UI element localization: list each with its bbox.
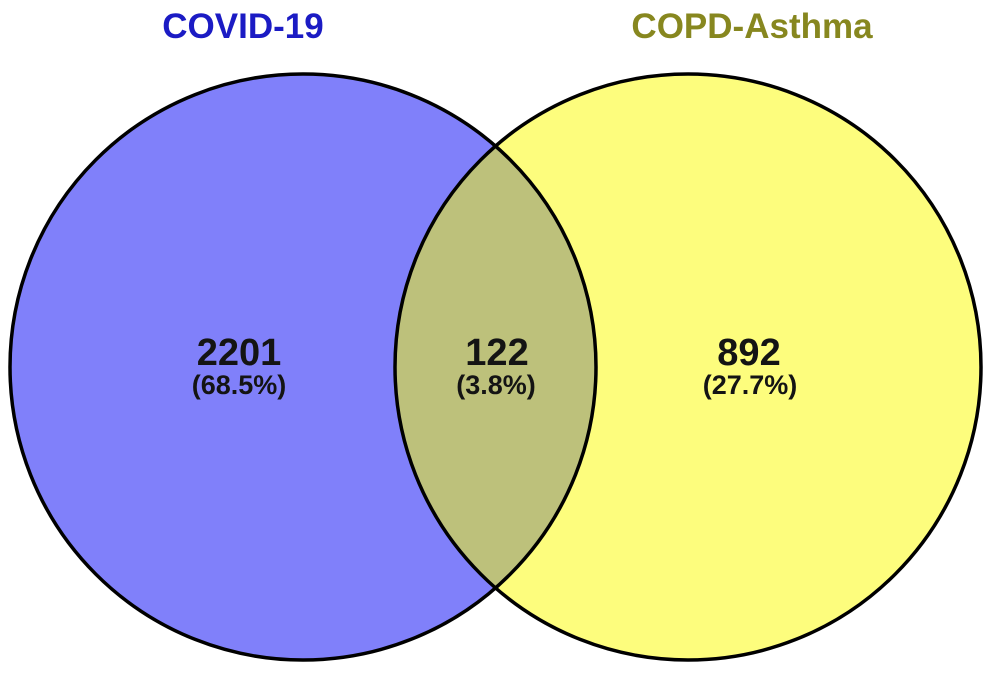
overlap-count: 122 xyxy=(465,332,528,374)
left-count: 2201 xyxy=(197,332,282,374)
left-set-title: COVID-19 xyxy=(162,7,323,46)
overlap-percent: (3.8%) xyxy=(456,370,536,400)
right-set-title: COPD-Asthma xyxy=(631,7,873,46)
right-percent: (27.7%) xyxy=(703,370,798,400)
right-count: 892 xyxy=(717,332,780,374)
right-circle-outline xyxy=(393,72,983,662)
left-percent: (68.5%) xyxy=(192,370,287,400)
left-circle-outline xyxy=(8,72,598,662)
overlap-region xyxy=(394,146,597,588)
